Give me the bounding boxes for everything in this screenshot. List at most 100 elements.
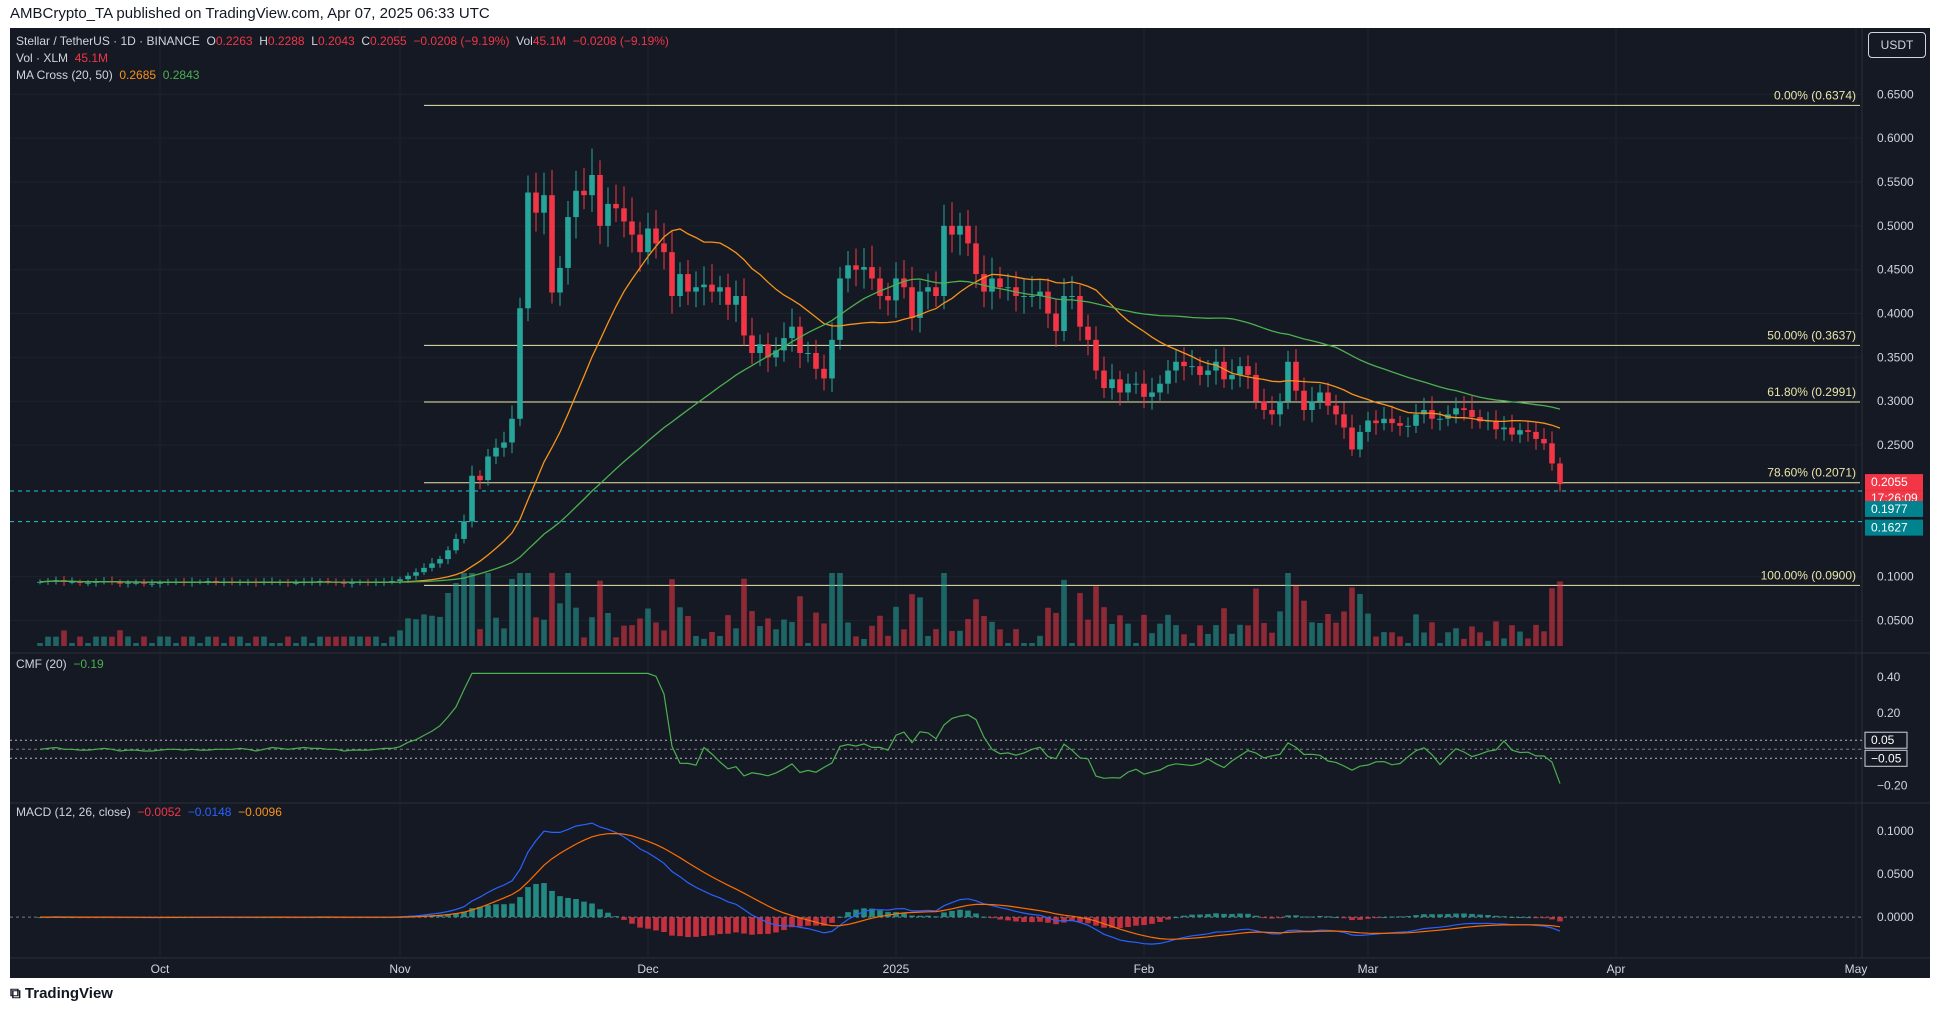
level1-label: 0.1977	[1871, 502, 1908, 516]
fib-label: 0.00% (0.6374)	[1774, 88, 1856, 102]
candle-body	[453, 538, 459, 551]
volume-bar	[157, 636, 163, 646]
l-value: 0.2043	[317, 34, 355, 48]
candle-body	[1381, 418, 1387, 424]
macd-histogram-bar	[981, 916, 987, 918]
macd-histogram-bar	[581, 901, 587, 918]
volume-bar	[173, 643, 179, 646]
volume-bar	[1237, 624, 1243, 646]
volume-bar	[621, 625, 627, 646]
candle-body	[693, 287, 699, 292]
volume-bar	[925, 635, 931, 646]
volume-bar	[605, 613, 611, 646]
macd-histogram-bar	[965, 910, 971, 918]
volume-bar	[277, 643, 283, 646]
macd-histogram-bar	[1437, 914, 1443, 918]
volume-bar	[1021, 643, 1027, 646]
candle-body	[125, 582, 131, 584]
macd-histogram-bar	[645, 917, 651, 929]
macd-legend: MACD (12, 26, close) −0.0052 −0.0148 −0.…	[16, 805, 282, 819]
ma20-value: 0.2685	[119, 68, 157, 82]
macd-histogram-bar	[901, 912, 907, 918]
candle-body	[1109, 379, 1115, 389]
volume-bar	[1437, 643, 1443, 646]
volume-bar	[845, 622, 851, 646]
volume-bar	[445, 593, 451, 646]
candle-body	[1005, 287, 1011, 289]
chart-canvas[interactable]: 0.00% (0.6374) 50.00% (0.3637) 61.80% (0.2…	[10, 28, 1930, 978]
x-tick-label: Feb	[1134, 962, 1155, 976]
cmf-tick-label: 0.40	[1877, 670, 1901, 684]
y-tick-label: 0.4500	[1877, 263, 1914, 277]
candle-body	[1245, 366, 1251, 375]
candle-body	[845, 265, 851, 279]
y-tick-label: 0.0500	[1877, 613, 1914, 627]
candle-body	[525, 192, 531, 309]
macd-histogram-bar	[1133, 917, 1139, 926]
volume-bar	[565, 573, 571, 646]
volume-bar	[1037, 635, 1043, 646]
candle-body	[1181, 361, 1187, 367]
volume-bar	[1029, 643, 1035, 646]
macd-histogram-bar	[973, 913, 979, 918]
candle-body	[349, 582, 355, 584]
candle-body	[1197, 366, 1203, 375]
y-tick-label: 0.4000	[1877, 307, 1914, 321]
candle-body	[397, 579, 403, 581]
currency-button[interactable]: USDT	[1868, 32, 1926, 58]
macd-histogram-bar	[1397, 916, 1403, 918]
macd-histogram-bar	[797, 917, 803, 927]
macd-histogram-bar	[1069, 917, 1075, 922]
volume-bar	[1221, 608, 1227, 646]
macd-histogram-bar	[1013, 917, 1019, 922]
macd-histogram-bar	[709, 917, 715, 936]
candle-body	[1165, 370, 1171, 384]
volume-bar	[749, 611, 755, 646]
candle-body	[757, 344, 763, 353]
volume-bar	[1093, 586, 1099, 646]
y-tick-label: 0.5000	[1877, 219, 1914, 233]
macd-histogram-bar	[1037, 917, 1043, 922]
volume-bar	[533, 617, 539, 646]
volume-bar	[1181, 634, 1187, 646]
x-tick-label: Nov	[389, 962, 410, 976]
macd-histogram-bar	[1341, 917, 1347, 919]
macd-histogram-bar	[1349, 917, 1355, 921]
macd-histogram-bar	[557, 896, 563, 918]
candle-body	[661, 243, 667, 253]
macd-histogram-bar	[1325, 916, 1331, 918]
volume-bar	[45, 636, 51, 646]
volume-bar	[245, 643, 251, 646]
macd-histogram-bar	[653, 917, 659, 931]
candle-body	[501, 442, 507, 448]
candle-body	[421, 567, 427, 573]
vol-xlm-value: 45.1M	[74, 51, 109, 65]
candle-body	[653, 228, 659, 244]
volume-bar	[1445, 632, 1451, 646]
volume-bar	[1485, 640, 1491, 646]
candle-body	[1557, 463, 1563, 485]
volume-bar	[77, 636, 83, 646]
candle-body	[973, 243, 979, 275]
candle-body	[1509, 427, 1515, 435]
macd-histogram-bar	[693, 917, 699, 937]
macd-histogram-bar	[1237, 913, 1243, 918]
volume-bar	[1069, 643, 1075, 646]
volume-bar	[1261, 623, 1267, 646]
candle-body	[1429, 410, 1435, 419]
volume-bar	[1541, 631, 1547, 646]
macd-histogram-bar	[1301, 916, 1307, 918]
candle-body	[117, 581, 123, 584]
candle-body	[517, 308, 523, 419]
volume-bar	[685, 616, 691, 646]
candle-body	[1549, 443, 1555, 464]
volume-bar	[1085, 619, 1091, 646]
volume-bar	[869, 625, 875, 646]
macd-histogram-bar	[1213, 913, 1219, 918]
volume-bar	[1501, 638, 1507, 646]
volume-bar	[1493, 621, 1499, 646]
volume-bar	[1285, 573, 1291, 646]
y-tick-label: 0.6000	[1877, 131, 1914, 145]
candle-body	[989, 278, 995, 292]
macd-histogram-bar	[1541, 917, 1547, 919]
